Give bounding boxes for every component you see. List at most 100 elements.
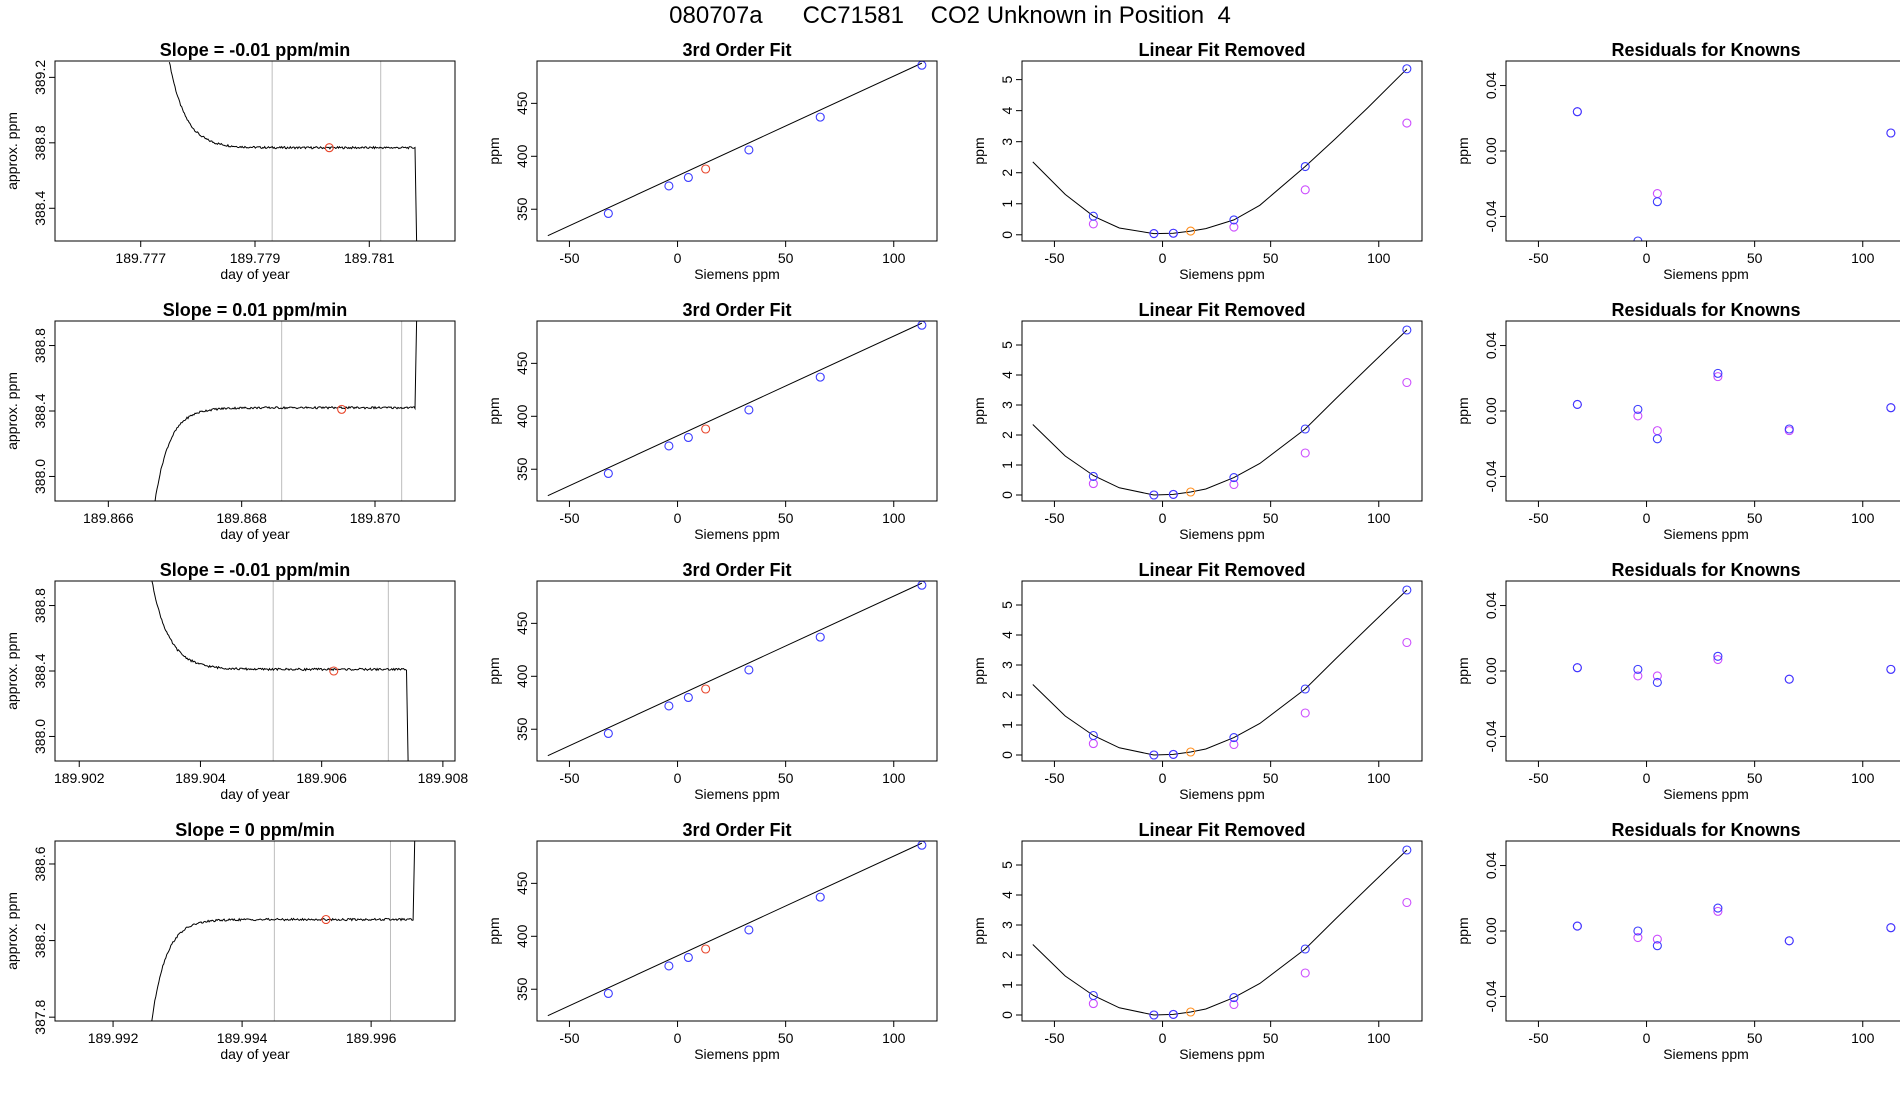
known-point: [1168, 228, 1178, 238]
known-point: [1300, 424, 1310, 434]
known-point: [1229, 733, 1239, 743]
cubic-curve: [1032, 849, 1408, 1016]
known-point: [603, 208, 613, 219]
cubic-curve: [1032, 589, 1408, 756]
y-tick-label: 388.0: [32, 459, 48, 494]
x-axis-label: Siemens ppm: [694, 1046, 780, 1062]
y-axis-label: ppm: [971, 397, 987, 424]
x-tick-label: 100: [882, 770, 906, 786]
y-tick-label: 450: [514, 351, 530, 375]
x-tick-label: 100: [882, 1030, 906, 1046]
y-tick-label: 3: [999, 138, 1015, 146]
y-tick-label: 2: [999, 951, 1015, 959]
x-tick-label: 189.870: [350, 510, 401, 526]
known-point: [1229, 215, 1239, 225]
plot-frame: [54, 60, 456, 242]
known-point: [815, 892, 825, 902]
known-point: [917, 841, 927, 850]
x-tick-label: 189.908: [418, 770, 469, 786]
x-tick-label: 189.994: [217, 1030, 268, 1046]
residual-point: [1633, 664, 1643, 674]
y-axis-label: ppm: [486, 917, 502, 944]
raw-known-point: [1402, 118, 1412, 128]
y-tick-label: 450: [514, 611, 530, 635]
known-point: [1149, 229, 1159, 239]
y-tick-label: 5: [999, 601, 1015, 609]
chart-title: Residuals for Knowns: [1611, 40, 1800, 60]
x-tick-label: 0: [1159, 250, 1167, 266]
y-tick-label: 388.6: [32, 846, 48, 881]
residual-point: [1652, 941, 1662, 951]
plot-frame: [54, 840, 456, 1022]
x-tick-label: 0: [1643, 510, 1651, 526]
known-point: [1300, 684, 1310, 694]
x-tick-label: 100: [1367, 250, 1391, 266]
x-axis-label: Siemens ppm: [1179, 526, 1265, 542]
known-point: [603, 728, 613, 739]
known-point: [917, 61, 927, 70]
plot-frame: [1505, 840, 1900, 1022]
x-tick-label: -50: [559, 510, 579, 526]
x-axis-label: Siemens ppm: [1663, 266, 1749, 282]
x-tick-label: 100: [882, 510, 906, 526]
y-tick-label: 388.0: [32, 719, 48, 754]
known-point: [664, 701, 674, 711]
x-tick-label: 50: [778, 510, 794, 526]
y-tick-label: 400: [514, 664, 530, 688]
y-tick-label: 0.04: [1483, 72, 1499, 99]
chart-title: Residuals for Knowns: [1611, 560, 1800, 580]
known-point: [664, 181, 674, 191]
raw-residual-point: [1633, 932, 1643, 943]
known-point: [1149, 750, 1159, 760]
plot-frame: [536, 320, 938, 502]
known-point: [1168, 489, 1178, 499]
window-mean-point: [321, 914, 331, 925]
y-axis-label: ppm: [971, 137, 987, 164]
x-tick-label: 0: [674, 1030, 682, 1046]
raw-residual-point: [1652, 934, 1662, 944]
unknown-point: [1186, 226, 1196, 236]
known-point: [1402, 845, 1412, 855]
known-point: [683, 432, 693, 443]
x-tick-label: 189.777: [115, 250, 166, 266]
y-tick-label: 0.00: [1483, 657, 1499, 684]
residual-point: [1572, 663, 1582, 673]
known-point: [917, 321, 927, 330]
x-tick-label: -50: [1044, 770, 1064, 786]
analyzer-trace: [168, 61, 418, 241]
plot-area: [168, 61, 418, 241]
y-tick-label: 4: [999, 891, 1015, 899]
known-point: [744, 925, 754, 935]
panel-r2-c1: Slope = 0.01 ppm/min 189.866 189.868 189.87…: [4, 300, 456, 542]
x-tick-label: 100: [1851, 250, 1875, 266]
x-tick-label: -50: [1528, 770, 1548, 786]
x-tick-label: -50: [1528, 250, 1548, 266]
x-tick-label: -50: [559, 1030, 579, 1046]
x-axis-label: Siemens ppm: [1663, 526, 1749, 542]
chart-title: 3rd Order Fit: [682, 300, 791, 320]
y-tick-label: 1: [999, 200, 1015, 208]
y-tick-label: 388.4: [32, 653, 48, 688]
known-point: [744, 405, 754, 415]
cubic-curve: [1032, 329, 1408, 496]
residual-point: [1784, 424, 1794, 434]
x-tick-label: 189.779: [230, 250, 281, 266]
known-point: [1300, 944, 1310, 954]
plot-area: [1572, 107, 1896, 241]
x-axis-label: Siemens ppm: [1179, 786, 1265, 802]
residual-point: [1784, 936, 1794, 946]
y-tick-label: 0: [999, 751, 1015, 759]
raw-known-point: [1088, 739, 1098, 749]
x-axis-label: day of year: [220, 1046, 290, 1062]
known-point: [1402, 585, 1412, 595]
x-tick-label: 189.996: [346, 1030, 397, 1046]
known-point: [1402, 64, 1412, 74]
x-tick-label: -50: [559, 770, 579, 786]
x-tick-label: -50: [1044, 250, 1064, 266]
y-axis-label: ppm: [486, 397, 502, 424]
y-tick-label: -0.04: [1483, 460, 1499, 492]
y-tick-label: 0.00: [1483, 397, 1499, 424]
unknown-point: [1186, 747, 1196, 757]
x-tick-label: 189.906: [296, 770, 347, 786]
